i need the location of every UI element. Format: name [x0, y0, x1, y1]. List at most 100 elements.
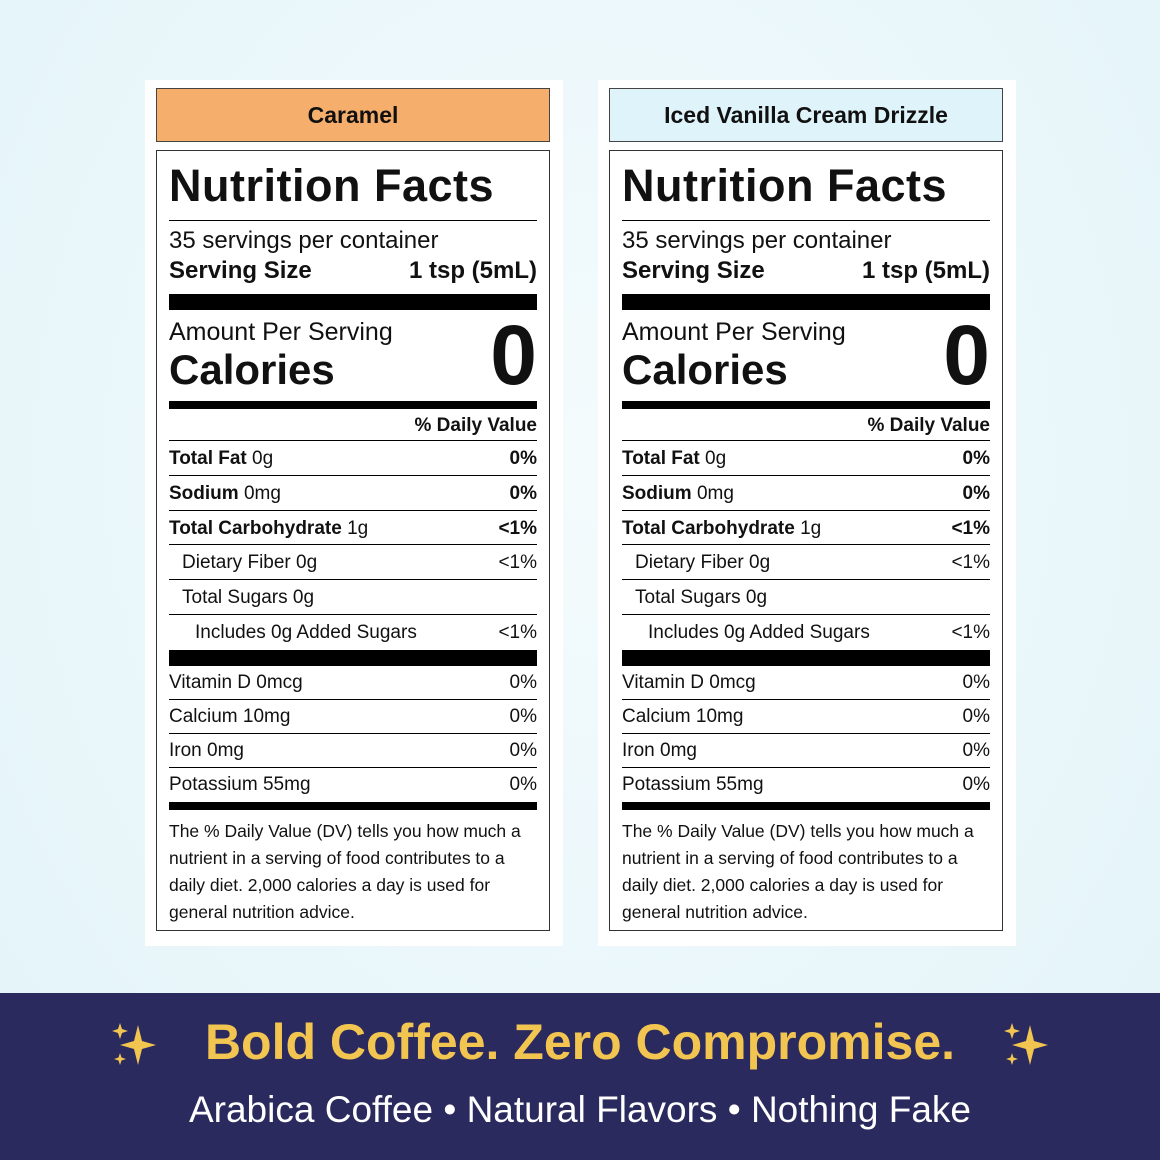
nutrient: Total Fat 0g — [622, 441, 726, 475]
nutrient-name: Includes 0g Added Sugars — [648, 621, 870, 643]
nutrient-name: Dietary Fiber 0g — [635, 552, 771, 574]
headline: Bold Coffee. Zero Compromise. — [204, 1014, 956, 1070]
calories-value: 0 — [490, 308, 537, 402]
nutrient-row: Total Fat 0g 0% — [169, 441, 537, 476]
nutrient-amount: 0g — [252, 448, 274, 469]
vitamin-list: Vitamin D 0mcg 0% Calcium 10mg 0% Iron 0mg 0%… — [622, 666, 990, 802]
tagline: Arabica Coffee • Natural Flavors • Nothi… — [188, 1089, 972, 1130]
nutrient-name: Total Sugars 0g — [635, 587, 768, 609]
nutrient-amount: 1g — [347, 517, 369, 539]
footnote: The % Daily Value (DV) tells you how muc… — [622, 820, 974, 922]
daily-value: <1% — [498, 552, 537, 574]
flavor-header: Iced Vanilla Cream Drizzle — [609, 88, 1003, 142]
daily-value-header: % Daily Value — [622, 409, 990, 441]
nutrient: Sodium 0mg — [622, 476, 734, 510]
nutrient-row: Total Carbohydrate 1g <1% — [169, 511, 537, 546]
nutrient-amount: 0mg — [696, 482, 734, 504]
nutrient-row: Dietary Fiber 0g <1% — [622, 545, 990, 581]
serving-size: 1 tsp (5mL) — [408, 257, 537, 284]
label-card: Caramel Nutrition Facts 35 servings per co… — [145, 80, 563, 946]
vitamin-row: Potassium 55mg 0% — [622, 768, 990, 802]
nutrient: Dietary Fiber 0g — [635, 545, 770, 579]
flavor-header: Caramel — [156, 88, 550, 142]
sparkle-icon — [112, 1023, 156, 1065]
amount-per-serving: Amount Per Serving — [169, 318, 393, 346]
daily-value: 0% — [509, 739, 537, 761]
vitamin-row: Iron 0mg 0% — [169, 734, 537, 768]
daily-value: <1% — [951, 517, 990, 539]
vitamin-row: Calcium 10mg 0% — [169, 700, 537, 734]
footnote: The % Daily Value (DV) tells you how muc… — [169, 820, 521, 922]
nutrient-amount: 0mg — [243, 482, 281, 504]
label-title: Nutrition Facts — [622, 151, 990, 221]
serving-size-row: Serving Size 1 tsp (5mL) — [622, 257, 990, 288]
daily-value: 0% — [509, 448, 537, 469]
daily-value: <1% — [951, 552, 990, 574]
daily-value: 0% — [962, 448, 990, 469]
daily-value: 0% — [962, 705, 990, 727]
vitamin-row: Calcium 10mg 0% — [622, 700, 990, 734]
daily-value: 0% — [962, 671, 990, 693]
nutrient-row: Includes 0g Added Sugars <1% — [169, 615, 537, 650]
nutrient-name: Total Fat — [169, 448, 247, 469]
nutrient: Total Fat 0g — [169, 441, 273, 475]
vitamin-name: Vitamin D 0mcg — [169, 671, 303, 693]
daily-value-header: % Daily Value — [169, 409, 537, 441]
nutrient-name: Total Fat — [622, 448, 700, 469]
daily-value: 0% — [509, 671, 537, 693]
divider — [169, 649, 537, 666]
serving-size-label: Serving Size — [169, 257, 312, 284]
servings: 35 servings per container — [622, 227, 892, 254]
label-title: Nutrition Facts — [169, 151, 537, 221]
nutrient-name: Sodium — [169, 482, 239, 504]
nutrient-row: Total Sugars 0g — [169, 580, 537, 615]
serving-size-row: Serving Size 1 tsp (5mL) — [169, 257, 537, 288]
nutrient: Sodium 0mg — [169, 476, 281, 510]
daily-value: 0% — [509, 482, 537, 504]
nutrient: Includes 0g Added Sugars — [195, 615, 417, 650]
nutrition-label: Nutrition Facts 35 servings per container… — [609, 150, 1003, 931]
vitamin-name: Iron 0mg — [622, 739, 697, 761]
serving-size-label: Serving Size — [622, 257, 765, 284]
daily-value: <1% — [951, 621, 990, 643]
nutrient-list: Total Fat 0g 0% Sodium 0mg 0% Total Carbohyd… — [622, 441, 990, 650]
banner: Bold Coffee. Zero Compromise. Arabica Co… — [0, 993, 1160, 1160]
nutrient: Dietary Fiber 0g — [182, 545, 317, 579]
divider — [622, 649, 990, 666]
daily-value: 0% — [962, 739, 990, 761]
daily-value: 0% — [962, 773, 990, 795]
nutrient-list: Total Fat 0g 0% Sodium 0mg 0% Total Carbohyd… — [169, 441, 537, 650]
divider — [622, 294, 990, 310]
vitamin-name: Iron 0mg — [169, 739, 244, 761]
vitamin-list: Vitamin D 0mcg 0% Calcium 10mg 0% Iron 0mg 0%… — [169, 666, 537, 802]
label-card: Iced Vanilla Cream Drizzle Nutrition Fact… — [598, 80, 1016, 946]
vitamin-name: Potassium 55mg — [622, 773, 764, 795]
nutrient: Total Sugars 0g — [182, 580, 314, 614]
vitamin-name: Vitamin D 0mcg — [622, 671, 756, 693]
nutrient-amount: 0g — [705, 448, 727, 469]
nutrient-row: Total Carbohydrate 1g <1% — [622, 511, 990, 546]
nutrient-row: Sodium 0mg 0% — [169, 476, 537, 511]
calories-block: Amount Per Serving Calories 0 — [169, 310, 537, 401]
divider — [169, 401, 537, 409]
daily-value: <1% — [498, 517, 537, 539]
daily-value: 0% — [962, 482, 990, 504]
vitamin-row: Iron 0mg 0% — [622, 734, 990, 768]
nutrient-row: Includes 0g Added Sugars <1% — [622, 615, 990, 650]
calories-label: Calories — [169, 346, 335, 393]
vitamin-name: Calcium 10mg — [622, 705, 744, 727]
daily-value: 0% — [509, 705, 537, 727]
vitamin-row: Vitamin D 0mcg 0% — [169, 666, 537, 700]
nutrition-label: Nutrition Facts 35 servings per container… — [156, 150, 550, 931]
nutrient-amount: 1g — [800, 517, 822, 539]
vitamin-name: Potassium 55mg — [169, 773, 311, 795]
servings: 35 servings per container — [169, 227, 439, 254]
vitamin-name: Calcium 10mg — [169, 705, 291, 727]
nutrient-row: Dietary Fiber 0g <1% — [169, 545, 537, 581]
nutrient-name: Total Carbohydrate — [622, 517, 795, 539]
serving-size: 1 tsp (5mL) — [861, 257, 990, 284]
nutrient-name: Dietary Fiber 0g — [182, 552, 318, 574]
divider — [622, 401, 990, 409]
nutrient-name: Sodium — [622, 482, 692, 504]
